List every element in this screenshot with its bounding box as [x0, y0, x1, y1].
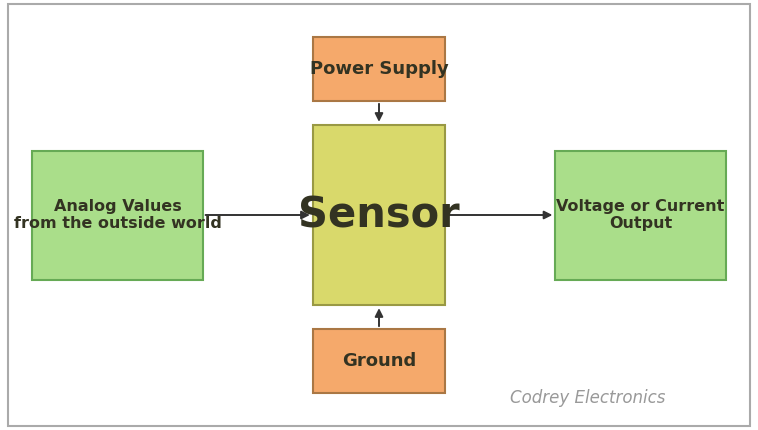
Text: Voltage or Current
Output: Voltage or Current Output: [556, 199, 725, 231]
Text: Codrey Electronics: Codrey Electronics: [510, 389, 665, 407]
Bar: [32, 150, 203, 280]
Bar: [312, 37, 445, 101]
Bar: [555, 150, 725, 280]
Bar: [312, 125, 445, 305]
Text: Analog Values
from the outside world: Analog Values from the outside world: [14, 199, 221, 231]
Text: Power Supply: Power Supply: [309, 60, 449, 78]
Text: Ground: Ground: [342, 352, 416, 370]
Bar: [312, 329, 445, 393]
Text: Sensor: Sensor: [298, 194, 460, 236]
